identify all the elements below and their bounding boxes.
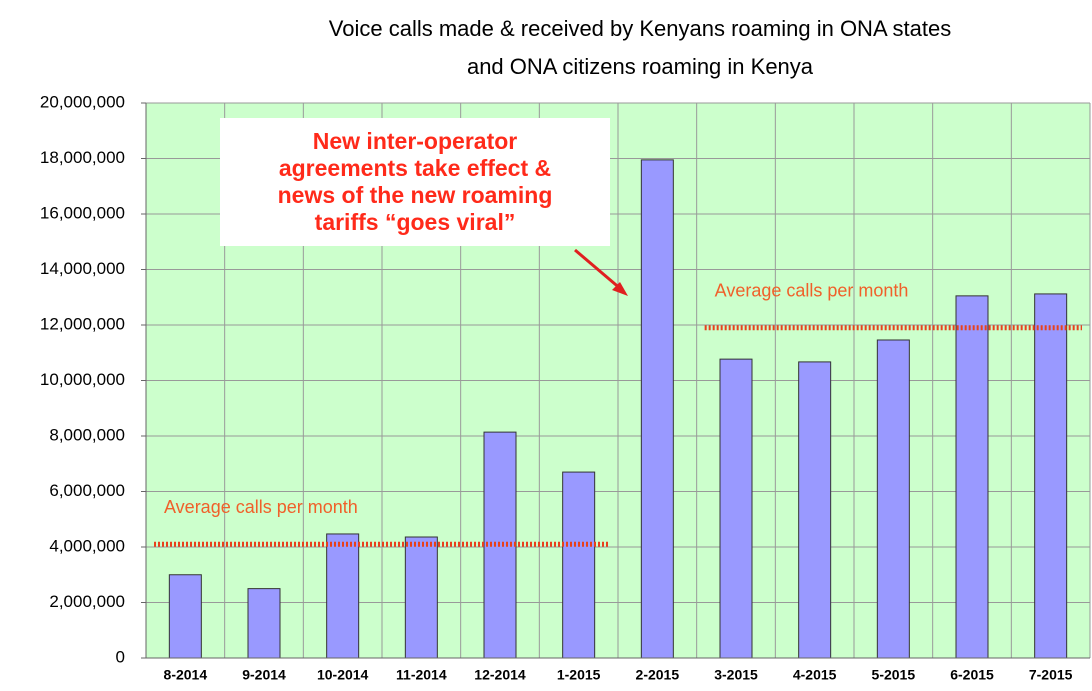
x-tick-label: 2-2015 <box>636 667 680 683</box>
x-tick-label: 3-2015 <box>714 667 758 683</box>
x-tick-label: 8-2014 <box>164 667 208 683</box>
average-label: Average calls per month <box>715 281 909 301</box>
bar <box>876 339 910 659</box>
y-tick-label: 20,000,000 <box>40 92 125 111</box>
x-tick-label: 9-2014 <box>242 667 286 683</box>
bar <box>247 588 281 659</box>
y-tick-label: 10,000,000 <box>40 370 125 389</box>
y-tick-label: 18,000,000 <box>40 148 125 167</box>
bar <box>640 159 674 659</box>
bar <box>719 358 753 659</box>
bar <box>798 361 832 659</box>
bar <box>326 533 360 659</box>
y-tick-label: 12,000,000 <box>40 314 125 333</box>
x-tick-label: 12-2014 <box>474 667 526 683</box>
callout-box <box>220 118 610 246</box>
x-tick-label: 5-2015 <box>872 667 916 683</box>
callout-arrowhead <box>612 282 628 296</box>
x-tick-label: 4-2015 <box>793 667 837 683</box>
callout-text: tariffs “goes viral” <box>315 209 516 235</box>
callout-arrow <box>574 248 623 292</box>
y-tick-label: 14,000,000 <box>40 259 125 278</box>
y-tick-label: 4,000,000 <box>49 536 125 555</box>
bar <box>168 574 202 659</box>
y-tick-label: 16,000,000 <box>40 203 125 222</box>
x-tick-label: 11-2014 <box>396 667 447 683</box>
average-label: Average calls per month <box>164 497 358 517</box>
x-tick-label: 1-2015 <box>557 667 601 683</box>
chart-title: and ONA citizens roaming in Kenya <box>467 54 814 79</box>
bar <box>955 295 989 659</box>
x-tick-label: 10-2014 <box>317 667 369 683</box>
callout-text: news of the new roaming <box>278 182 553 208</box>
y-tick-label: 6,000,000 <box>49 481 125 500</box>
callout-text: agreements take effect & <box>279 155 551 181</box>
y-tick-label: 0 <box>116 647 125 666</box>
bar <box>1034 293 1068 659</box>
bar <box>404 536 438 659</box>
chart-title: Voice calls made & received by Kenyans r… <box>329 16 951 41</box>
x-tick-label: 7-2015 <box>1029 667 1073 683</box>
x-tick-label: 6-2015 <box>950 667 994 683</box>
callout-text: New inter-operator <box>313 128 518 154</box>
bar <box>562 471 596 659</box>
y-tick-label: 2,000,000 <box>49 592 125 611</box>
y-tick-label: 8,000,000 <box>49 425 125 444</box>
